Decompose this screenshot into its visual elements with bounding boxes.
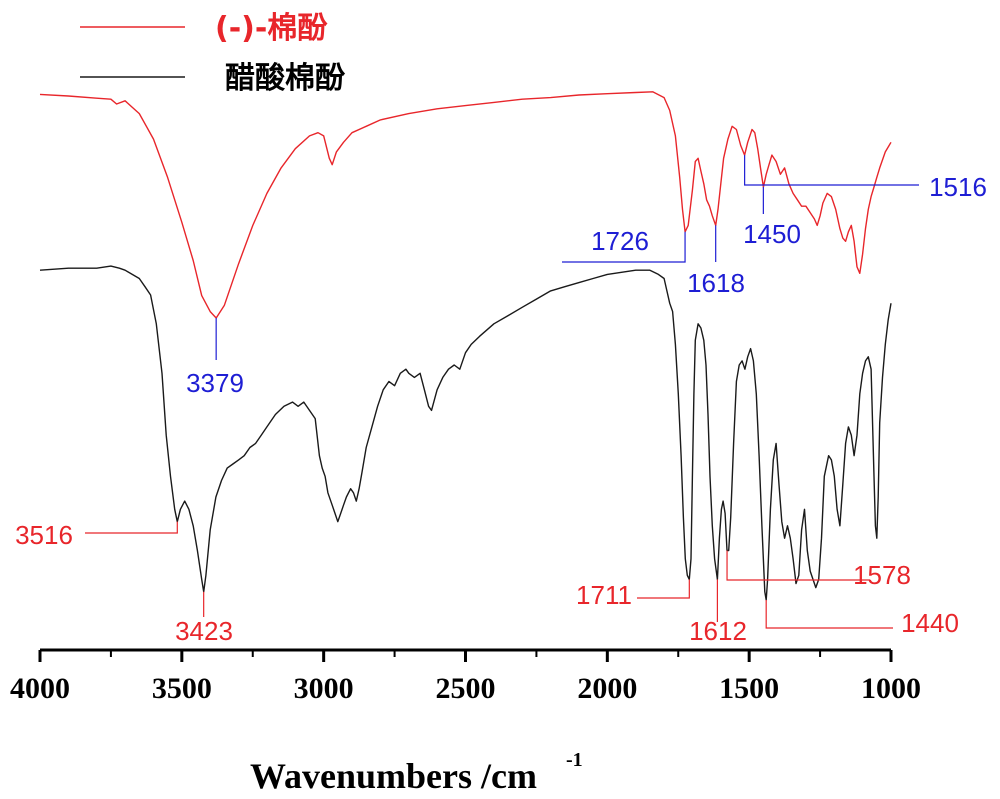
x-axis-title: Wavenumbers /cm bbox=[250, 756, 537, 796]
x-tick-label-3000: 3000 bbox=[294, 672, 354, 705]
legend-label-red: (-)-棉酚 bbox=[215, 11, 328, 46]
peak-leader-1516 bbox=[744, 155, 919, 186]
series-line-0 bbox=[39, 91, 892, 319]
series-line-1 bbox=[39, 265, 892, 601]
peak-label-3516: 3516 bbox=[15, 520, 73, 550]
peak-leader-3516 bbox=[85, 521, 178, 534]
peak-label-1726: 1726 bbox=[591, 226, 649, 256]
x-tick-label-1500: 1500 bbox=[719, 672, 779, 705]
x-tick-label-2000: 2000 bbox=[577, 672, 637, 705]
peak-label-1578: 1578 bbox=[853, 560, 911, 590]
peak-label-3379: 3379 bbox=[186, 368, 244, 398]
peak-label-1450: 1450 bbox=[743, 219, 801, 249]
peak-label-1612: 1612 bbox=[689, 616, 747, 646]
peak-leader-1440 bbox=[765, 600, 893, 629]
peak-leader-1578 bbox=[726, 550, 870, 581]
peak-leader-1726 bbox=[562, 231, 686, 263]
legend: (-)-棉酚 醋酸棉酚 bbox=[80, 11, 346, 96]
peak-label-3423: 3423 bbox=[175, 616, 233, 646]
x-tick-label-4000: 4000 bbox=[10, 672, 70, 705]
x-tick-label-1000: 1000 bbox=[861, 672, 921, 705]
peak-label-1618: 1618 bbox=[687, 268, 745, 298]
x-axis: 4000 3500 3000 2500 2000 1500 1000 bbox=[10, 648, 921, 705]
peak-leader-1711 bbox=[637, 579, 690, 599]
peak-label-1440: 1440 bbox=[901, 608, 959, 638]
peak-label-1711: 1711 bbox=[576, 580, 632, 610]
x-axis-title-superscript: -1 bbox=[566, 749, 583, 771]
annotation-layer: 3379 1726 1618 1450 1516 3516 3423 1711 1612 1578… bbox=[15, 155, 987, 646]
series-layer bbox=[39, 91, 892, 601]
legend-label-black: 醋酸棉酚 bbox=[225, 61, 346, 96]
x-tick-label-3500: 3500 bbox=[152, 672, 212, 705]
peak-label-1516: 1516 bbox=[929, 172, 987, 202]
x-tick-label-2500: 2500 bbox=[436, 672, 496, 705]
